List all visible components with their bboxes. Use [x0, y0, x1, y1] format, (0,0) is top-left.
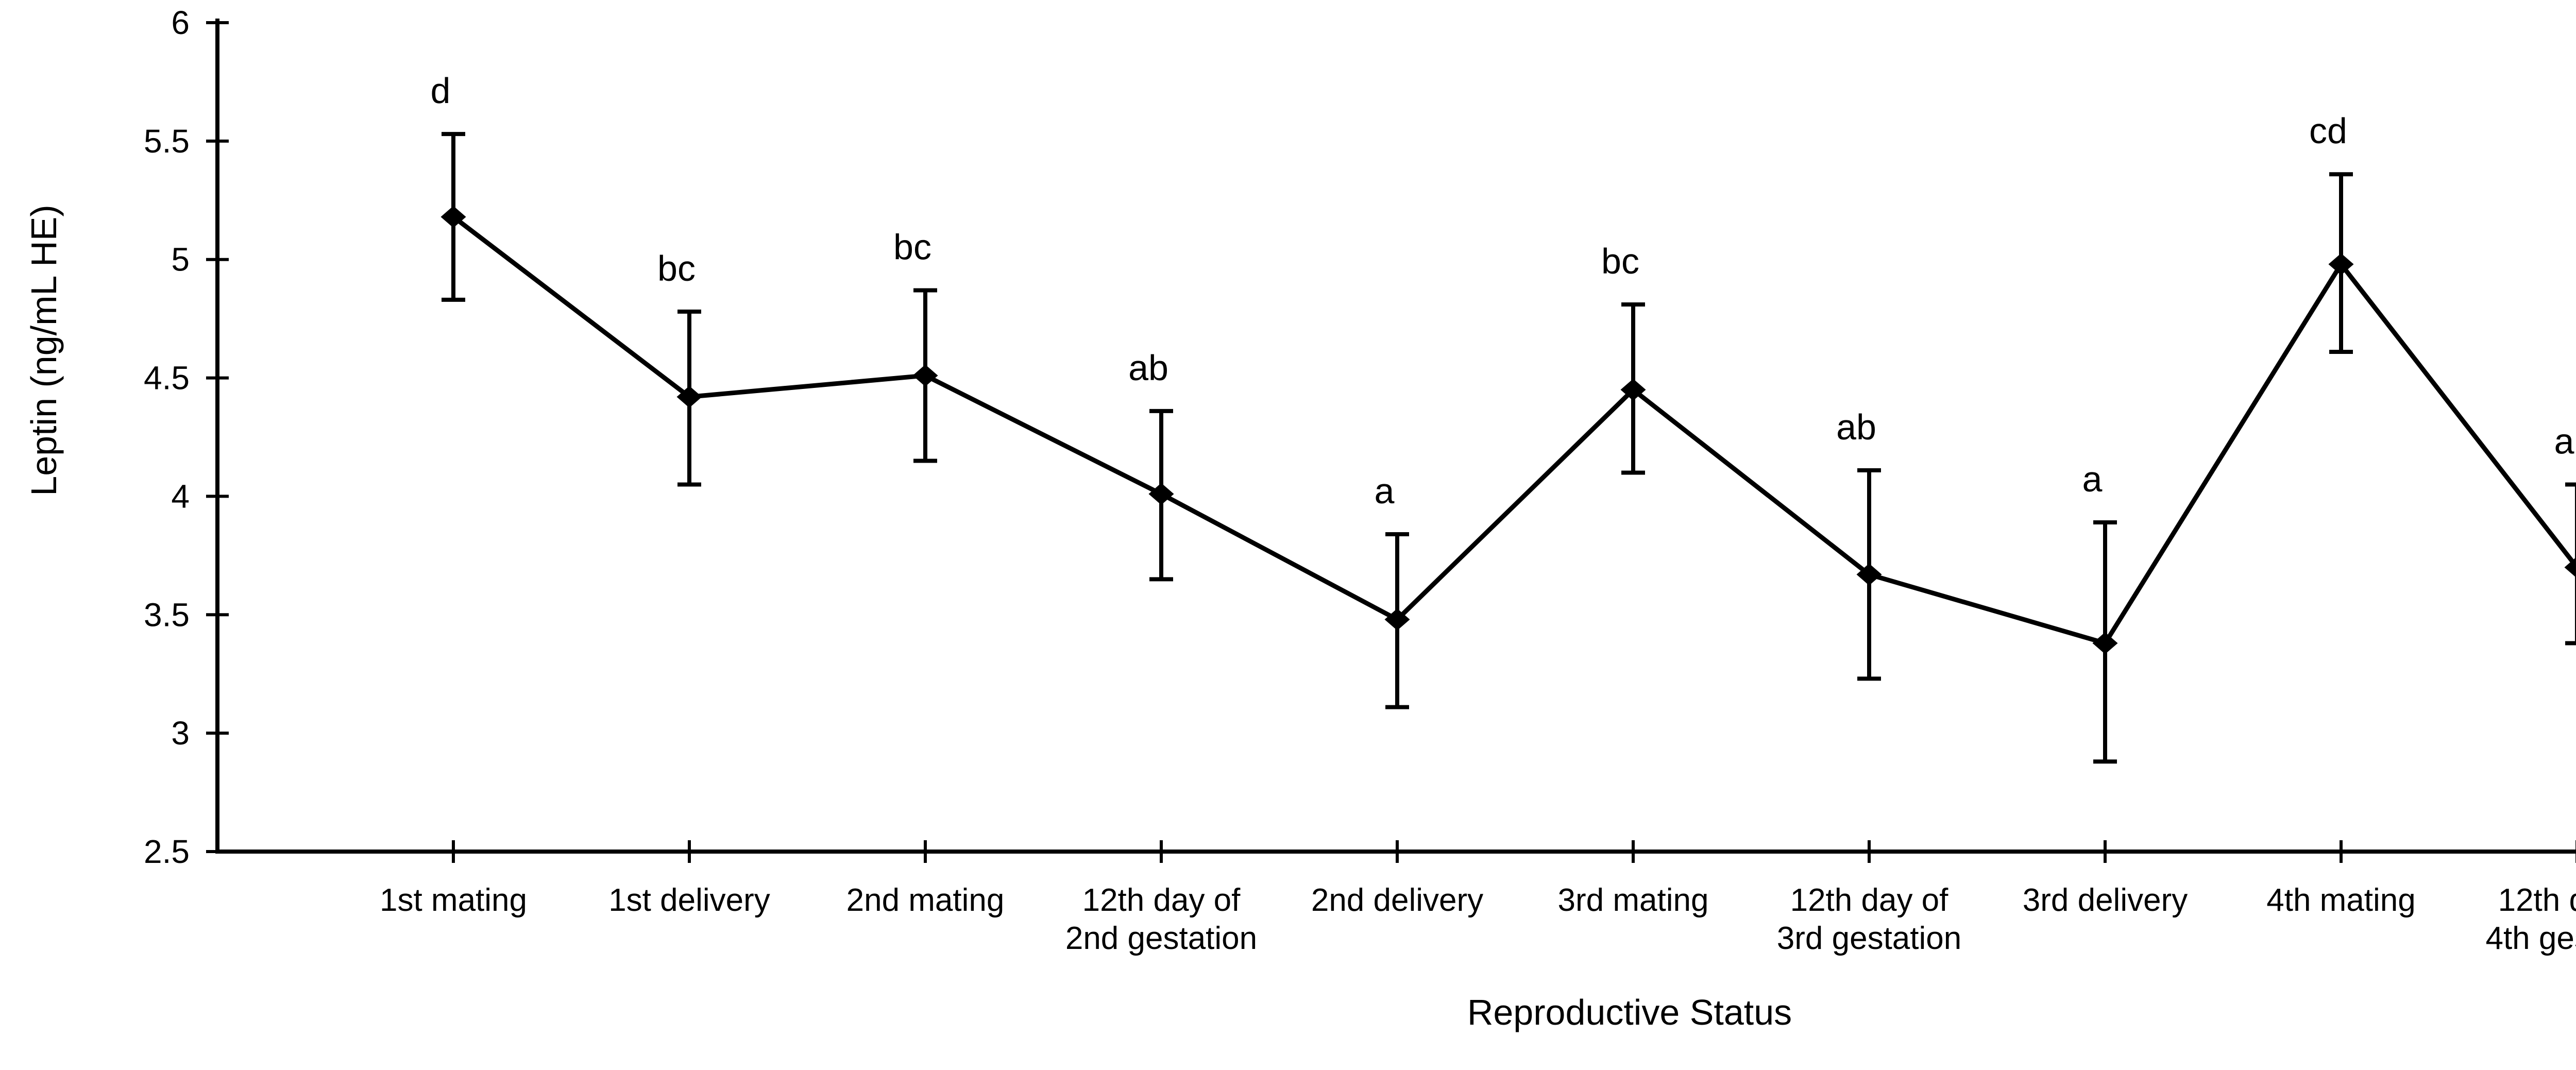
x-axis-title: Reproductive Status	[1467, 992, 1792, 1032]
y-tick-label: 3	[171, 715, 190, 752]
x-category-label: 2nd mating	[846, 882, 1005, 918]
data-point-marker	[1856, 563, 1882, 586]
data-point-marker	[440, 206, 466, 228]
significance-letter: a	[1375, 471, 1395, 511]
x-category-label: 1st mating	[380, 882, 527, 918]
data-point-marker	[1384, 608, 1410, 631]
y-tick-label: 3.5	[144, 596, 190, 633]
x-category-label: 2nd gestation	[1065, 921, 1257, 956]
x-category-label: 12th day of	[2498, 882, 2576, 918]
y-axis-title: Leptin (ng/mL HE)	[24, 205, 64, 496]
data-point-marker	[2328, 253, 2354, 276]
x-category-label: 1st delivery	[608, 882, 770, 918]
significance-letter: bc	[657, 248, 696, 288]
significance-letter: d	[431, 71, 451, 111]
y-tick-label: 4.5	[144, 360, 190, 397]
x-category-label: 3rd gestation	[1777, 921, 1961, 956]
data-point-marker	[2092, 632, 2118, 654]
x-category-label: 2nd delivery	[1311, 882, 1483, 918]
data-point-marker	[1148, 483, 1174, 505]
y-tick-label: 5	[171, 241, 190, 278]
data-point-marker	[1620, 379, 1646, 401]
x-category-label: 3rd delivery	[2023, 882, 2188, 918]
x-category-label: 12th day of	[1082, 882, 1241, 918]
series-line-leptin	[452, 215, 2576, 646]
significance-letter: bc	[1601, 241, 1639, 281]
significance-letter: bc	[893, 227, 931, 267]
significance-letter: a	[2082, 459, 2103, 499]
significance-letter: a	[2554, 421, 2574, 461]
significance-letter: ab	[1836, 407, 1876, 447]
x-category-label: 4th gestation	[2485, 921, 2576, 956]
data-point-marker	[676, 386, 702, 408]
y-tick-label: 6	[171, 4, 190, 41]
y-tick-label: 4	[171, 478, 190, 515]
y-tick-label: 2.5	[144, 833, 190, 870]
x-category-label: 12th day of	[1790, 882, 1949, 918]
x-category-label: 4th mating	[2266, 882, 2416, 918]
significance-letter: ab	[1128, 348, 1168, 388]
data-point-marker	[912, 364, 938, 387]
data-point-marker	[2564, 557, 2576, 578]
significance-letter: cd	[2309, 111, 2347, 151]
y-tick-label: 5.5	[144, 123, 190, 160]
x-category-label: 3rd mating	[1558, 882, 1709, 918]
